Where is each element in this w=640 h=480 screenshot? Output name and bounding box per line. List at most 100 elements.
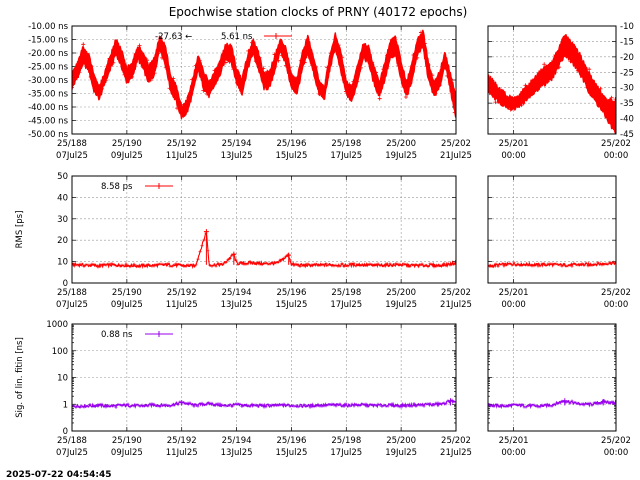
- data-point-marker: [100, 86, 105, 91]
- y-tick-label: -10: [620, 22, 634, 32]
- x-tick-date-label: 19Jul25: [385, 448, 417, 458]
- data-point-marker: [85, 63, 90, 68]
- data-point-marker: [488, 89, 490, 94]
- data-point-marker: [272, 52, 277, 57]
- data-point-marker: [343, 89, 348, 94]
- x-tick-date-label: 07Jul25: [56, 448, 88, 458]
- data-point-marker: [88, 74, 93, 79]
- legend: 8.58 ps: [101, 182, 173, 192]
- data-point-marker: [392, 35, 397, 40]
- data-point-marker: [145, 58, 150, 63]
- data-point-marker: [418, 30, 423, 35]
- x-tick-label: 25/198: [331, 139, 361, 149]
- y-tick-label: -30.00 ns: [28, 76, 68, 86]
- x-tick-label: 25/190: [112, 288, 142, 298]
- x-tick-label: 25/202: [601, 288, 631, 298]
- data-point-marker: [242, 69, 247, 74]
- data-series: [488, 398, 616, 410]
- data-point-marker: [575, 68, 580, 73]
- data-point-marker: [205, 92, 210, 97]
- x-tick-date-label: 00:00: [604, 151, 629, 161]
- figure-title: Epochwise station clocks of PRNY (40172 …: [169, 5, 468, 19]
- data-point-marker: [223, 60, 228, 65]
- data-point-marker: [366, 58, 371, 63]
- data-point-marker: [201, 88, 206, 93]
- data-point-marker: [328, 51, 333, 56]
- data-series: [72, 29, 456, 120]
- data-point-marker: [488, 402, 490, 406]
- y-tick-label: 0: [63, 427, 68, 437]
- x-tick-label: 25/188: [57, 288, 87, 298]
- x-tick-label: 25/190: [112, 139, 142, 149]
- legend-mean: -27.63 ←: [155, 32, 192, 42]
- x-tick-date-label: 13Jul25: [221, 300, 253, 310]
- plot-frame: [487, 175, 617, 284]
- data-point-marker: [175, 106, 180, 111]
- data-point-marker: [587, 67, 592, 72]
- x-tick-label: 25/202: [601, 436, 631, 446]
- rms-main-panel: 0 10 20 30 40 50 25/188 07Jul25 25/190 09Jul25 25/…: [15, 172, 472, 310]
- data-point-marker: [452, 110, 456, 115]
- y-tick-label: -40: [620, 115, 634, 125]
- data-point-marker: [355, 79, 360, 84]
- data-point-marker: [137, 43, 142, 48]
- data-point-marker: [287, 65, 292, 70]
- y-tick-label: -45: [620, 130, 634, 140]
- y-tick-label: 40: [57, 193, 68, 203]
- data-line: [72, 399, 456, 410]
- clock-main-panel: -10.00 ns -15.00 ns -20.00 ns -25.00 ns -30.…: [28, 22, 472, 161]
- data-point-marker: [235, 80, 240, 85]
- data-point-marker: [167, 86, 172, 91]
- data-point-marker: [560, 37, 565, 42]
- y-tick-label: -25.00 ns: [28, 63, 68, 73]
- data-point-marker: [336, 43, 341, 48]
- data-point-marker: [92, 86, 97, 91]
- y-tick-label: 20: [57, 236, 68, 246]
- data-point-marker: [411, 52, 416, 57]
- data-line: [72, 231, 456, 270]
- x-tick-label: 25/194: [222, 436, 252, 446]
- y-tick-label: 50: [57, 172, 68, 182]
- data-point-marker: [351, 79, 356, 84]
- y-tick-label: -20.00 ns: [28, 49, 68, 59]
- data-point-marker: [400, 68, 405, 73]
- data-point-marker: [141, 65, 146, 70]
- data-point-marker: [545, 79, 550, 84]
- data-point-marker: [107, 56, 112, 61]
- data-point-marker: [538, 83, 543, 88]
- x-tick-label: 25/196: [276, 139, 306, 149]
- y-tick-label: 1000: [46, 320, 68, 330]
- x-tick-date-label: 11Jul25: [166, 151, 198, 161]
- y-axis-title: RMS [ps]: [15, 211, 25, 249]
- x-tick-date-label: 09Jul25: [111, 448, 143, 458]
- data-point-marker: [340, 55, 345, 60]
- spike-marker: [231, 251, 237, 257]
- data-point-marker: [422, 41, 427, 46]
- data-point-marker: [564, 53, 569, 58]
- data-point-marker: [268, 69, 273, 74]
- sigma-day-panel: 25/201 00:00 25/202 00:00: [487, 323, 631, 458]
- y-tick-label: 1: [63, 400, 68, 410]
- data-series: [72, 398, 456, 410]
- x-tick-label: 25/188: [57, 139, 87, 149]
- data-point-marker: [325, 65, 330, 70]
- sigma-main-panel: 1000100101025/18807Jul2525/19009Jul2525/…: [15, 320, 472, 458]
- x-tick-date-label: 15Jul25: [275, 300, 307, 310]
- x-tick-date-label: 09Jul25: [111, 151, 143, 161]
- data-point-marker: [238, 88, 243, 93]
- plot-frame: [71, 175, 457, 284]
- x-tick-label: 25/201: [499, 288, 529, 298]
- generation-timestamp: 2025-07-22 04:54:45: [6, 470, 111, 480]
- spike-marker: [203, 229, 209, 235]
- data-point-marker: [433, 78, 438, 83]
- data-point-marker: [148, 78, 153, 83]
- x-tick-label: 25/202: [601, 139, 631, 149]
- y-tick-label: -50.00 ns: [28, 130, 68, 140]
- legend-value: 0.88 ns: [101, 330, 133, 340]
- rms-day-panel: 25/201 00:00 25/202 00:00: [487, 175, 631, 310]
- data-point-marker: [291, 87, 296, 92]
- plot-frame: [487, 323, 617, 432]
- data-point-marker: [253, 59, 258, 64]
- data-point-marker: [298, 58, 303, 63]
